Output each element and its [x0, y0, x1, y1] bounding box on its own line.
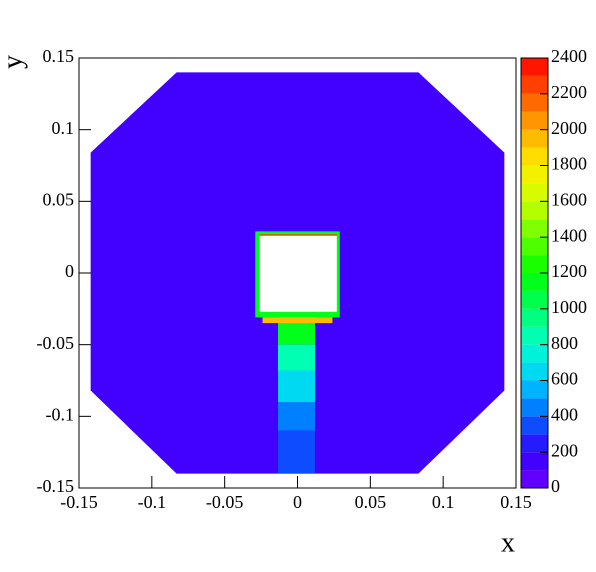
- colorbar-bin: [521, 308, 548, 327]
- y-tick-label: -0.15: [37, 476, 75, 496]
- colorbar-bin: [521, 219, 548, 238]
- x-tick-label: 0.05: [355, 492, 387, 512]
- colorbar-bin: [521, 380, 548, 399]
- x-tick-label: 0: [293, 492, 302, 512]
- z-tick-label: 1600: [551, 189, 587, 209]
- colorbar-bin: [521, 290, 548, 309]
- colorbar-bin: [521, 273, 548, 291]
- z-tick-label: 2000: [551, 118, 587, 138]
- y-tick-label: -0.05: [37, 333, 75, 353]
- colorbar-bin: [521, 147, 548, 166]
- z-tick-label: 1200: [551, 261, 587, 281]
- x-tick-label: 0.15: [500, 492, 532, 512]
- colorbar-bin: [521, 434, 548, 453]
- colorbar-bin: [521, 470, 548, 488]
- z-tick-label: 600: [551, 369, 578, 389]
- z-tick-label: 2400: [551, 46, 587, 66]
- colorbar-bin: [521, 58, 548, 76]
- y-tick-label: 0.15: [43, 46, 75, 66]
- heat-region: [277, 344, 315, 371]
- z-tick-label: 0: [551, 476, 560, 496]
- colorbar-bin: [521, 201, 548, 220]
- heat-region: [277, 430, 315, 474]
- colorbar-bin: [521, 362, 548, 381]
- heat-region: [277, 370, 315, 402]
- z-tick-label: 400: [551, 404, 578, 424]
- colorbar-bin: [521, 398, 548, 417]
- z-tick-label: 1800: [551, 154, 587, 174]
- colorbar-bin: [521, 183, 548, 202]
- colorbar-bin: [521, 416, 548, 435]
- heat-region: [262, 317, 333, 324]
- y-tick-label: 0.05: [43, 189, 75, 209]
- colorbar-bin: [521, 75, 548, 94]
- colorbar-bin: [521, 165, 548, 184]
- colorbar-bin: [521, 237, 548, 256]
- z-tick-label: 800: [551, 333, 578, 353]
- heat-region: [259, 235, 337, 312]
- x-tick-label: -0.05: [206, 492, 244, 512]
- colorbar-bin: [521, 255, 548, 273]
- heat-region: [277, 402, 315, 431]
- y-tick-label: 0.1: [52, 118, 75, 138]
- z-tick-label: 1400: [551, 225, 587, 245]
- z-tick-label: 1000: [551, 297, 587, 317]
- colorbar-bin: [521, 111, 548, 130]
- colorbar-bin: [521, 326, 548, 345]
- z-tick-label: 200: [551, 440, 578, 460]
- x-tick-label: -0.1: [138, 492, 167, 512]
- y-tick-label: -0.1: [46, 404, 75, 424]
- colorbar-bin: [521, 93, 548, 112]
- colorbar-bin: [521, 344, 548, 363]
- colorbar-bin: [521, 452, 548, 471]
- y-axis-title: y: [0, 55, 28, 69]
- colorbar-bin: [521, 129, 548, 148]
- z-tick-label: 2200: [551, 82, 587, 102]
- x-axis-title: x: [501, 527, 515, 558]
- y-tick-label: 0: [65, 261, 74, 281]
- x-tick-label: -0.15: [60, 492, 98, 512]
- x-tick-label: 0.1: [432, 492, 455, 512]
